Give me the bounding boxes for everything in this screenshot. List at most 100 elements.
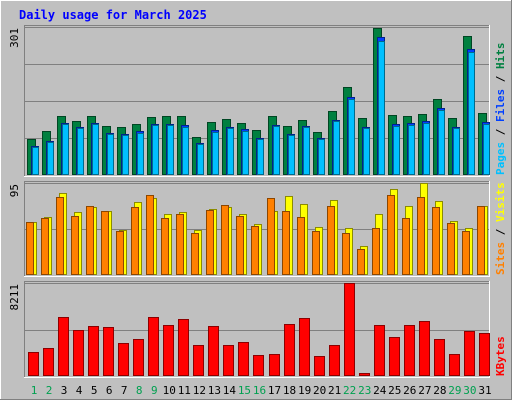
bar-pages-day-6 [107,134,114,175]
bar-pages-day-25 [393,126,400,175]
bar-sites-day-7 [116,231,124,275]
legend-part: KBytes [494,336,507,376]
bar-kbytes-day-30 [464,331,475,376]
axis-max-label: 95 [8,184,21,197]
bar-kbytes-day-2 [43,348,54,376]
bar-kbytes-day-1 [28,352,39,376]
bar-kbytes-day-11 [178,319,189,376]
day-label: 6 [106,384,113,397]
bar-sites-day-6 [101,211,109,275]
bar-kbytes-day-26 [404,325,415,376]
day-label: 13 [208,384,221,397]
day-label: 19 [298,384,311,397]
bar-sites-day-8 [131,207,139,275]
day-label: 9 [151,384,158,397]
bar-pages-day-16 [257,139,264,175]
legend-part: Hits [494,43,507,70]
bar-pages-day-18 [288,135,295,175]
bar-sites-day-29 [447,223,455,275]
bar-sites-day-17 [267,198,275,275]
bar-kbytes-day-3 [58,317,69,376]
bar-sites-day-19 [297,217,305,275]
bar-kbytes-day-31 [479,333,490,376]
bar-pages-day-28 [438,110,445,175]
bar-sites-day-21 [327,206,335,275]
bar-kbytes-day-17 [269,354,280,376]
bar-sites-day-23 [357,249,365,275]
bar-sites-day-9 [146,195,154,275]
day-label: 3 [61,384,68,397]
bar-pages-day-2 [47,142,54,175]
bar-kbytes-day-27 [419,321,430,376]
bar-sites-day-1 [26,222,34,275]
bar-pages-day-20 [318,139,325,175]
day-label: 7 [121,384,128,397]
bar-kbytes-day-20 [314,356,325,376]
day-label: 28 [433,384,446,397]
bar-pages-day-12 [197,144,204,175]
bar-sites-day-12 [191,233,199,275]
legend-part: / [494,222,507,242]
day-label: 24 [373,384,387,397]
bar-kbytes-day-9 [148,317,159,376]
bar-pages-day-31 [483,124,490,175]
day-label: 30 [463,384,476,397]
bar-pages-day-14 [227,128,234,175]
day-label: 5 [91,384,98,397]
bar-kbytes-day-21 [329,345,340,376]
bar-sites-day-25 [387,195,395,275]
bar-kbytes-day-4 [73,330,84,376]
bar-pages-day-15 [242,131,249,175]
bar-kbytes-day-29 [449,354,460,376]
bar-sites-day-24 [372,228,380,275]
day-label: 29 [448,384,461,397]
day-label: 8 [136,384,143,397]
bar-kbytes-day-14 [223,345,234,376]
bar-pages-day-4 [77,128,84,175]
day-label: 26 [403,384,416,397]
bar-kbytes-day-10 [163,325,174,376]
bar-kbytes-day-8 [133,339,144,376]
bar-pages-day-17 [273,126,280,175]
bar-pages-day-8 [137,133,144,175]
bar-sites-day-22 [342,233,350,275]
bar-pages-day-24 [378,41,385,175]
legend-part: / [494,122,507,142]
bar-sites-day-28 [432,207,440,275]
day-label: 20 [313,384,326,397]
day-label: 10 [163,384,176,397]
chart-panels: 301 Pages / Files / Hits 95 Sites / Visits 8… [8,25,507,378]
bar-kbytes-day-6 [103,327,114,376]
bar-sites-day-15 [236,216,244,275]
bar-kbytes-day-7 [118,343,129,376]
bar-sites-day-10 [161,218,169,275]
chart-title: Daily usage for March 2025 [19,8,207,22]
day-labels: 1 2 3 4 5 6 7 8 9 10 11 12 13 14 15 16 17 18 19 20 21 22 23 24 2… [31,384,492,397]
bar-pages-day-3 [62,124,69,175]
bar-kbytes-day-19 [299,318,310,376]
panel-kbytes: 8211 KBytes [8,281,507,378]
bar-pages-day-22 [348,99,355,175]
bar-sites-day-30 [462,231,470,275]
legend-part: Sites [494,242,507,275]
bar-pages-day-13 [212,132,219,175]
day-label: 14 [223,384,237,397]
day-label: 18 [283,384,296,397]
bar-pages-day-10 [167,125,174,175]
bar-pages-day-7 [122,135,129,175]
day-label: 12 [193,384,206,397]
bar-sites-day-31 [477,206,485,275]
day-label: 17 [268,384,281,397]
axis-max-label: 301 [8,28,21,48]
day-label: 16 [253,384,266,397]
bar-sites-day-14 [221,205,229,275]
axis-max-label: 8211 [8,284,21,311]
bar-sites-day-3 [56,197,64,275]
bar-pages-day-19 [303,127,310,175]
bar-pages-day-1 [32,147,39,175]
bar-kbytes-day-25 [389,337,400,376]
bar-sites-day-4 [71,216,79,275]
bar-pages-day-11 [182,127,189,175]
bar-pages-day-27 [423,123,430,175]
day-label: 22 [343,384,356,397]
